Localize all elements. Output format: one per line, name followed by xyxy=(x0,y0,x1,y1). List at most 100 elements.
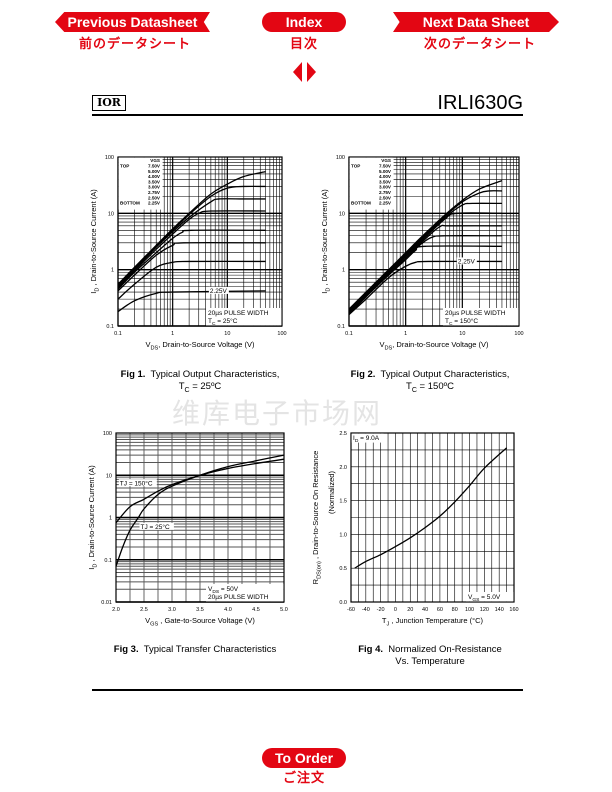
previous-datasheet-jp-link[interactable]: 前のデータシート xyxy=(78,37,191,52)
fig4-line2: Vs. Temperature xyxy=(395,656,465,667)
label-part: DS xyxy=(212,589,220,595)
x-tick-label: -40 xyxy=(362,607,370,613)
y-tick-label: 2.0 xyxy=(339,465,347,471)
y-tick-label: 0.1 xyxy=(337,324,345,330)
y-axis-title: ID , Drain-to-Source Current (A) xyxy=(89,189,100,294)
fig2-line2: T xyxy=(406,381,412,392)
annotation-line: VGS = 5.0V xyxy=(468,594,501,603)
label-part: 20µs PULSE WIDTH xyxy=(208,310,269,317)
annotation-line: 20µs PULSE WIDTH xyxy=(445,310,506,317)
fig1-number: Fig 1. xyxy=(120,369,146,380)
arrow-left-icon[interactable] xyxy=(293,62,302,82)
next-datasheet-button[interactable]: Next Data Sheet xyxy=(393,12,559,32)
x-tick-label: 4.5 xyxy=(252,607,260,613)
y-tick-label: 0.1 xyxy=(106,324,114,330)
label-part: V xyxy=(145,340,150,349)
y-tick-label: 100 xyxy=(336,155,345,161)
label-part: I xyxy=(87,568,96,570)
chart-fig4: -60 -40 -20 0 20 40 60 80 100 120 140 160 0.0 0.5 1.0 1… xyxy=(311,431,519,627)
y-axis-title: ID , Drain-to-Source Current (A) xyxy=(320,189,331,294)
series-line-2-50v xyxy=(117,260,266,300)
annotation-top-line: ID = 9.0A xyxy=(353,435,380,444)
label-part: T xyxy=(445,318,449,325)
label-part: I xyxy=(89,292,98,294)
fig3-caption: Fig 3. Typical Transfer Characteristics xyxy=(90,644,300,656)
x-tick-label: 100 xyxy=(465,607,474,613)
annotation-box: VGS = 5.0V xyxy=(466,592,514,603)
x-tick-label: 2.5 xyxy=(140,607,148,613)
series-line-5-00v xyxy=(117,185,266,287)
part-number: IRLI630G xyxy=(437,92,523,114)
series-line-4-00v xyxy=(117,198,266,288)
annotation-line: VDS = 50V xyxy=(208,586,239,595)
y-tick-label: 10 xyxy=(339,211,345,217)
to-order-button[interactable]: To Order xyxy=(262,748,346,768)
label-part: GS xyxy=(150,621,158,627)
label-part: (Normalized) xyxy=(327,471,336,514)
y-tick-label: 100 xyxy=(105,155,114,161)
x-axis-title: VDS, Drain-to-Source Voltage (V) xyxy=(145,340,255,351)
label-part: DS(on) xyxy=(316,561,322,579)
label-part: C xyxy=(212,321,216,327)
x-tick-label: 10 xyxy=(459,331,465,337)
label-part: , Drain-to-Source Voltage (V) xyxy=(392,340,489,349)
legend-title: VGS xyxy=(150,158,160,163)
next-datasheet-jp-link[interactable]: 次のデータシート xyxy=(423,37,536,52)
prev-next-arrows-icon[interactable] xyxy=(291,62,319,82)
x-axis-title: VGS , Gate-to-Source Voltage (V) xyxy=(145,616,255,627)
x-tick-label: 10 xyxy=(224,331,230,337)
series-line-tj-150-c xyxy=(115,458,285,524)
grid xyxy=(350,432,515,603)
x-tick-label: 20 xyxy=(407,607,413,613)
series-line-3-50v xyxy=(348,212,502,313)
grid xyxy=(115,433,285,603)
index-button[interactable]: Index xyxy=(262,12,346,32)
series-line-4-00v xyxy=(348,202,502,313)
fig2-number: Fig 2. xyxy=(350,369,376,380)
annotation-line: TC = 150°C xyxy=(445,317,478,327)
curve-label-bg xyxy=(139,522,174,530)
x-tick-label: 3.5 xyxy=(196,607,204,613)
arrow-right-icon[interactable] xyxy=(307,62,316,82)
x-tick-label: 100 xyxy=(277,331,286,337)
label-part: DS xyxy=(150,345,158,351)
x-tick-label: 100 xyxy=(514,331,523,337)
label-part: DS xyxy=(384,345,392,351)
legend: VGS7.50V5.00V4.00V3.50V3.00V2.75V2.50V2.… xyxy=(349,157,394,210)
label-part: V xyxy=(379,340,384,349)
legend-top-label: TOP xyxy=(351,164,360,169)
grid xyxy=(117,157,282,327)
curve-label: 2.25V xyxy=(210,288,228,295)
x-tick-label: 40 xyxy=(422,607,428,613)
previous-datasheet-button[interactable]: Previous Datasheet xyxy=(55,12,210,32)
curve-label: TJ = 150°C xyxy=(120,479,153,487)
legend-title: VGS xyxy=(381,158,391,163)
index-jp-link[interactable]: 目次 xyxy=(289,37,318,52)
y-tick-label: 1 xyxy=(111,268,114,274)
y-axis-title: RDS(on) , Drain-to-Source On Resistance xyxy=(311,451,322,585)
label-part: 20µs PULSE WIDTH xyxy=(208,594,269,601)
to-order-jp-link[interactable]: ご注文 xyxy=(282,771,325,786)
x-tick-label: 0.1 xyxy=(345,331,353,337)
legend-entry: 5.00V xyxy=(148,169,161,174)
header-divider xyxy=(92,114,523,116)
fig1-line2: T xyxy=(178,381,185,392)
y-tick-label: 0.5 xyxy=(339,566,347,572)
legend-box xyxy=(118,157,163,210)
annotation-top-bg xyxy=(351,433,384,443)
legend-entry: 2.50V xyxy=(379,195,392,200)
x-tick-label: 1 xyxy=(404,331,407,337)
fig3-number: Fig 3. xyxy=(113,644,139,655)
curve-label: 2.25V xyxy=(458,259,476,266)
label-part: , Drain-to-Source Current (A) xyxy=(89,189,98,288)
label-part: , Drain-to-Source On Resistance xyxy=(311,451,320,561)
x-tick-label: 0.1 xyxy=(114,331,122,337)
fig1-text: Typical Output Characteristics, xyxy=(150,369,280,380)
x-tick-label: 2.0 xyxy=(112,607,120,613)
fig1-caption: Fig 1. Typical Output Characteristics, T… xyxy=(100,369,300,397)
x-tick-label: 1 xyxy=(171,331,174,337)
label-part: D xyxy=(355,438,359,444)
fig2-text: Typical Output Characteristics, xyxy=(380,369,510,380)
series-line-3-50v xyxy=(117,210,266,289)
series-line-7-50v xyxy=(117,170,266,285)
